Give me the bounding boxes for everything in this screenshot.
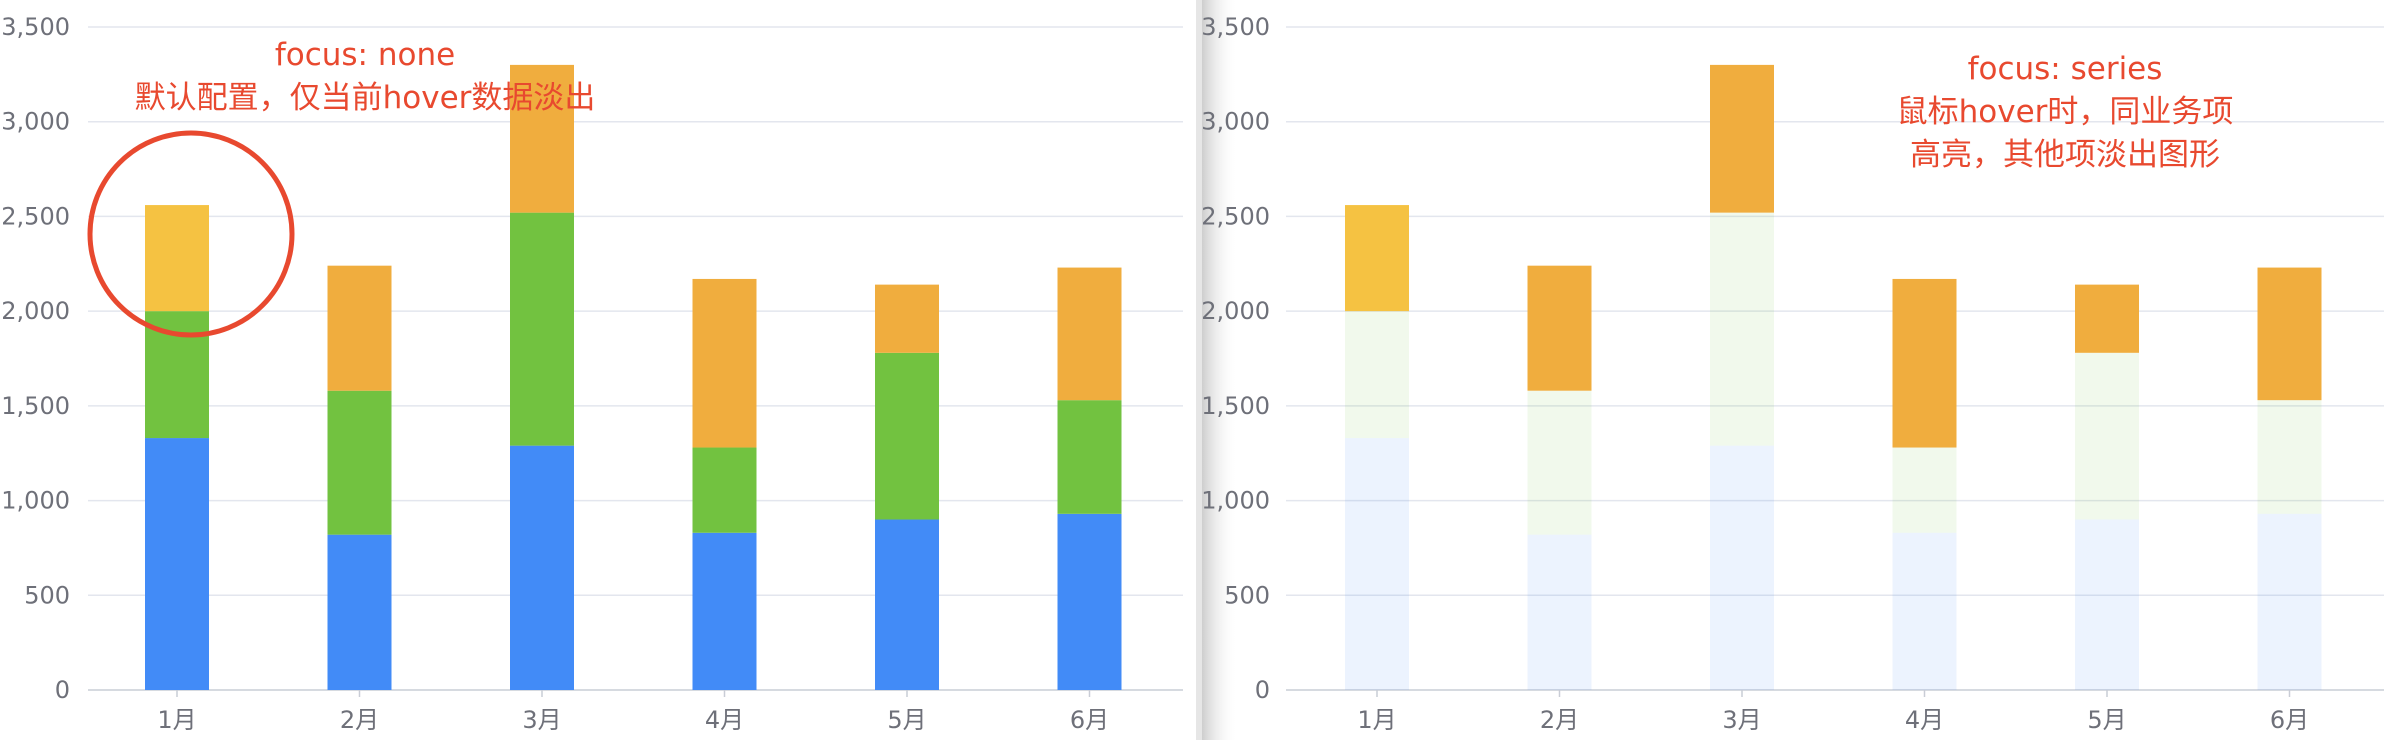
bar-segment-series-3-cat-2[interactable] — [1527, 265, 1592, 391]
x-tick-label: 4月 — [1905, 706, 1944, 734]
x-tick-label: 3月 — [1722, 706, 1761, 734]
bar-segment-series-1-cat-1[interactable] — [1345, 438, 1409, 690]
panel-divider — [1196, 0, 1202, 740]
annotation-right-line3: 高亮，其他项淡出图形 — [1910, 137, 2220, 173]
hover-highlight-circle — [87, 130, 295, 338]
bar-segment-series-3-cat-1[interactable] — [1345, 205, 1409, 312]
chart-panel-left: 0 500 1,000 1,500 2,000 2,500 3,000 3,500 1月 2月 3月… — [1, 13, 1183, 734]
y-tick-label: 1,500 — [1, 392, 70, 420]
bar-segment-series-3-cat-5[interactable] — [875, 284, 939, 353]
y-tick-label: 2,000 — [1, 297, 70, 325]
bar-segment-series-2-cat-5[interactable] — [875, 352, 939, 520]
bar-segment-series-1-cat-1[interactable] — [145, 438, 209, 690]
bar-segment-series-1-cat-3[interactable] — [510, 445, 574, 690]
bar-segment-series-3-cat-2[interactable] — [327, 265, 392, 391]
bar-segment-series-1-cat-4[interactable] — [692, 532, 757, 690]
bar-segment-series-3-cat-3[interactable] — [510, 64, 574, 213]
bar-segment-series-3-cat-6[interactable] — [2257, 267, 2322, 401]
bar-segment-series-2-cat-2[interactable] — [1527, 390, 1592, 535]
y-tick-label: 2,500 — [1201, 202, 1270, 230]
y-tick-label: 500 — [1224, 581, 1270, 609]
bar-segment-series-1-cat-6[interactable] — [2257, 513, 2322, 690]
bar-segment-series-1-cat-3[interactable] — [1710, 445, 1774, 690]
y-tick-label: 0 — [55, 676, 70, 704]
bar-segment-series-3-cat-4[interactable] — [1892, 278, 1957, 448]
bar-segment-series-1-cat-6[interactable] — [1057, 513, 1122, 690]
x-tick-label: 4月 — [705, 706, 744, 734]
y-tick-label: 3,500 — [1201, 13, 1270, 41]
bar-segment-series-2-cat-4[interactable] — [692, 447, 757, 533]
x-tick-label: 6月 — [1070, 706, 1109, 734]
bar-segment-series-1-cat-2[interactable] — [327, 534, 392, 690]
bar-segment-series-1-cat-5[interactable] — [2075, 519, 2139, 690]
y-tick-label: 1,000 — [1, 487, 70, 515]
bar-segment-series-3-cat-1[interactable] — [145, 205, 209, 312]
y-tick-label: 500 — [24, 581, 70, 609]
annotation-left: focus: none 默认配置，仅当前hover数据淡出 — [87, 37, 596, 338]
bar-segment-series-2-cat-4[interactable] — [1892, 447, 1957, 533]
x-tick-label: 3月 — [522, 706, 561, 734]
annotation-right: focus: series 鼠标hover时，同业务项 高亮，其他项淡出图形 — [1897, 51, 2234, 173]
bar-segment-series-2-cat-3[interactable] — [1710, 212, 1774, 446]
annotation-right-line1: focus: series — [1968, 51, 2163, 87]
y-tick-label: 1,500 — [1201, 392, 1270, 420]
bar-segment-series-1-cat-4[interactable] — [1892, 532, 1957, 690]
annotation-left-line2: 默认配置，仅当前hover数据淡出 — [135, 80, 596, 116]
x-tick-label: 2月 — [1540, 706, 1579, 734]
bar-segment-series-2-cat-2[interactable] — [327, 390, 392, 535]
bar-segment-series-3-cat-6[interactable] — [1057, 267, 1122, 401]
annotation-right-line2: 鼠标hover时，同业务项 — [1897, 94, 2234, 130]
bar-segment-series-2-cat-3[interactable] — [510, 212, 574, 446]
y-tick-label: 3,000 — [1, 108, 70, 136]
y-tick-label: 3,500 — [1, 13, 70, 41]
bar-segment-series-3-cat-4[interactable] — [692, 278, 757, 448]
x-tick-label: 1月 — [157, 706, 196, 734]
chart-panel-right: 0 500 1,000 1,500 2,000 2,500 3,000 3,500 1月 2月 3月… — [1201, 13, 2384, 734]
x-tick-label: 1月 — [1357, 706, 1396, 734]
bar-segment-series-2-cat-5[interactable] — [2075, 352, 2139, 520]
y-tick-label: 2,500 — [1, 202, 70, 230]
y-tick-label: 1,000 — [1201, 487, 1270, 515]
x-tick-label: 5月 — [887, 706, 926, 734]
bar-segment-series-2-cat-1[interactable] — [1345, 311, 1409, 439]
bar-segment-series-1-cat-2[interactable] — [1527, 534, 1592, 690]
y-tick-label: 0 — [1255, 676, 1270, 704]
bar-segment-series-3-cat-3[interactable] — [1710, 64, 1774, 213]
panel-divider-shadow — [1202, 0, 1238, 740]
y-tick-label: 3,000 — [1201, 108, 1270, 136]
bar-segment-series-3-cat-5[interactable] — [2075, 284, 2139, 353]
x-tick-label: 2月 — [340, 706, 379, 734]
bar-segment-series-2-cat-6[interactable] — [2257, 400, 2322, 514]
x-tick-label: 5月 — [2087, 706, 2126, 734]
x-tick-label: 6月 — [2270, 706, 2309, 734]
bar-segment-series-1-cat-5[interactable] — [875, 519, 939, 690]
bar-segment-series-2-cat-6[interactable] — [1057, 400, 1122, 514]
annotation-left-line1: focus: none — [275, 37, 455, 73]
y-tick-label: 2,000 — [1201, 297, 1270, 325]
